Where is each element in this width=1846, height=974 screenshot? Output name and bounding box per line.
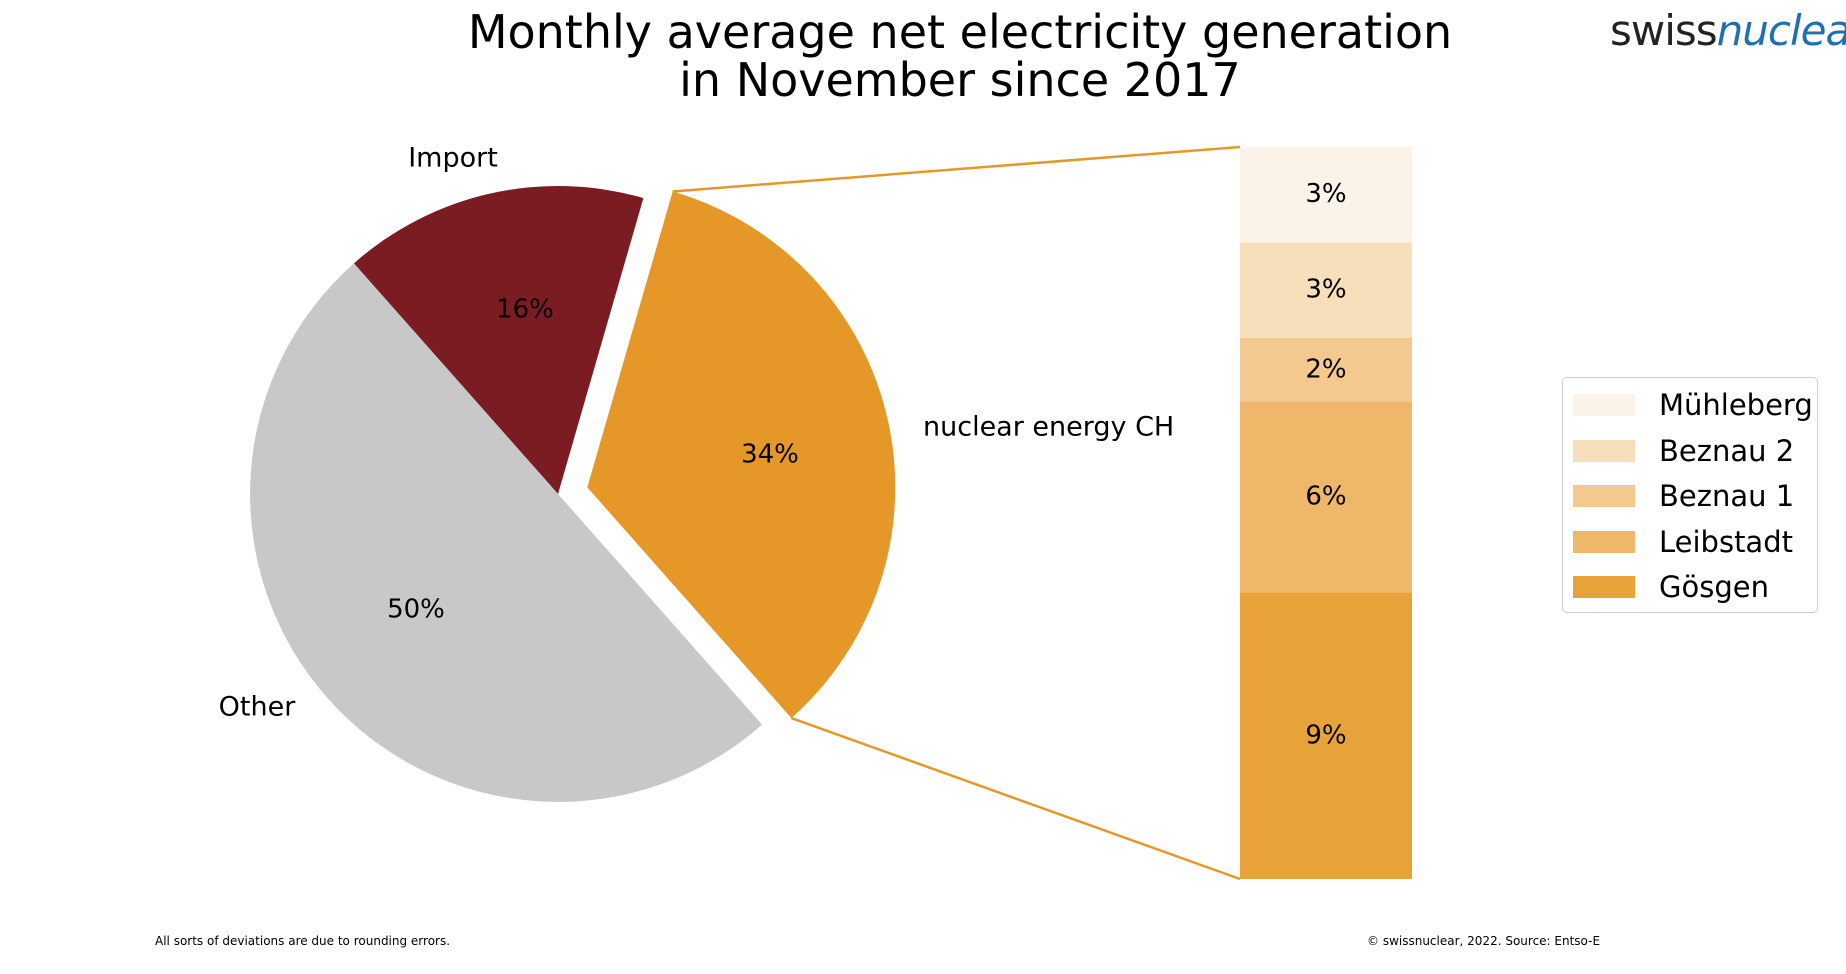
legend-swatch — [1573, 485, 1635, 507]
legend-item-beznau-2: Beznau 2 — [1573, 429, 1813, 471]
pie-slice-nuclear-energy-ch — [587, 191, 896, 719]
pie-slice-import — [353, 186, 644, 494]
legend-swatch — [1573, 439, 1635, 462]
bar-value-label-muhleberg: 3% — [1305, 179, 1346, 209]
legend-label: Mühleberg — [1659, 388, 1813, 422]
legend-swatch — [1573, 394, 1635, 416]
pie-category-label-other: Other — [219, 692, 297, 723]
pie-slice-other — [250, 263, 763, 802]
pie-category-label-import: Import — [408, 143, 498, 174]
legend-item-gosgen: Gösgen — [1573, 565, 1813, 607]
bar-segment-beznau-1 — [1240, 337, 1412, 402]
chart-title-line-2: in November since 2017 — [679, 53, 1241, 107]
legend-item-beznau-1: Beznau 1 — [1573, 474, 1813, 516]
legend-label: Leibstadt — [1659, 524, 1793, 559]
swissnuclear-logo: swissnuclear — [1610, 6, 1846, 55]
legend-label: Beznau 2 — [1659, 433, 1795, 468]
legend-label: Gösgen — [1659, 570, 1769, 604]
footnote-source: © swissnuclear, 2022. Source: Entso-E — [1367, 934, 1601, 948]
legend-item-muhleberg: Mühleberg — [1573, 383, 1813, 425]
footnote-rounding: All sorts of deviations are due to round… — [155, 934, 451, 948]
bar-segment-muhleberg — [1240, 147, 1412, 243]
legend-swatch — [1573, 576, 1635, 598]
logo-nuclear-text: nuclear — [1716, 6, 1846, 55]
chart-title-line-1: Monthly average net electricity generati… — [467, 5, 1453, 59]
pie-value-label-other: 50% — [387, 595, 445, 625]
bar-value-label-gosgen: 9% — [1305, 720, 1346, 750]
bar-segment-gosgen — [1240, 592, 1412, 879]
legend: Mühleberg Beznau 2 Beznau 1 Leibstadt Gösgen — [1562, 377, 1818, 613]
legend-label: Beznau 1 — [1659, 479, 1795, 513]
pie-category-label-nuclear-energy-ch: nuclear energy CH — [923, 412, 1174, 443]
pie-value-label-import: 16% — [496, 295, 554, 325]
bar-value-label-beznau-1: 2% — [1305, 354, 1346, 384]
connector-line-bottom — [790, 716, 1241, 881]
connector-line-top — [672, 145, 1241, 193]
legend-item-leibstadt: Leibstadt — [1573, 520, 1813, 562]
pie-value-label-nuclear-energy-ch: 34% — [741, 440, 799, 470]
bar-segment-beznau-2 — [1240, 242, 1412, 338]
logo-swiss-text: swiss — [1610, 6, 1718, 55]
bar-segment-leibstadt — [1240, 401, 1412, 593]
bar-value-label-beznau-2: 3% — [1305, 275, 1346, 305]
legend-swatch — [1573, 530, 1635, 553]
bar-value-label-leibstadt: 6% — [1305, 482, 1346, 512]
